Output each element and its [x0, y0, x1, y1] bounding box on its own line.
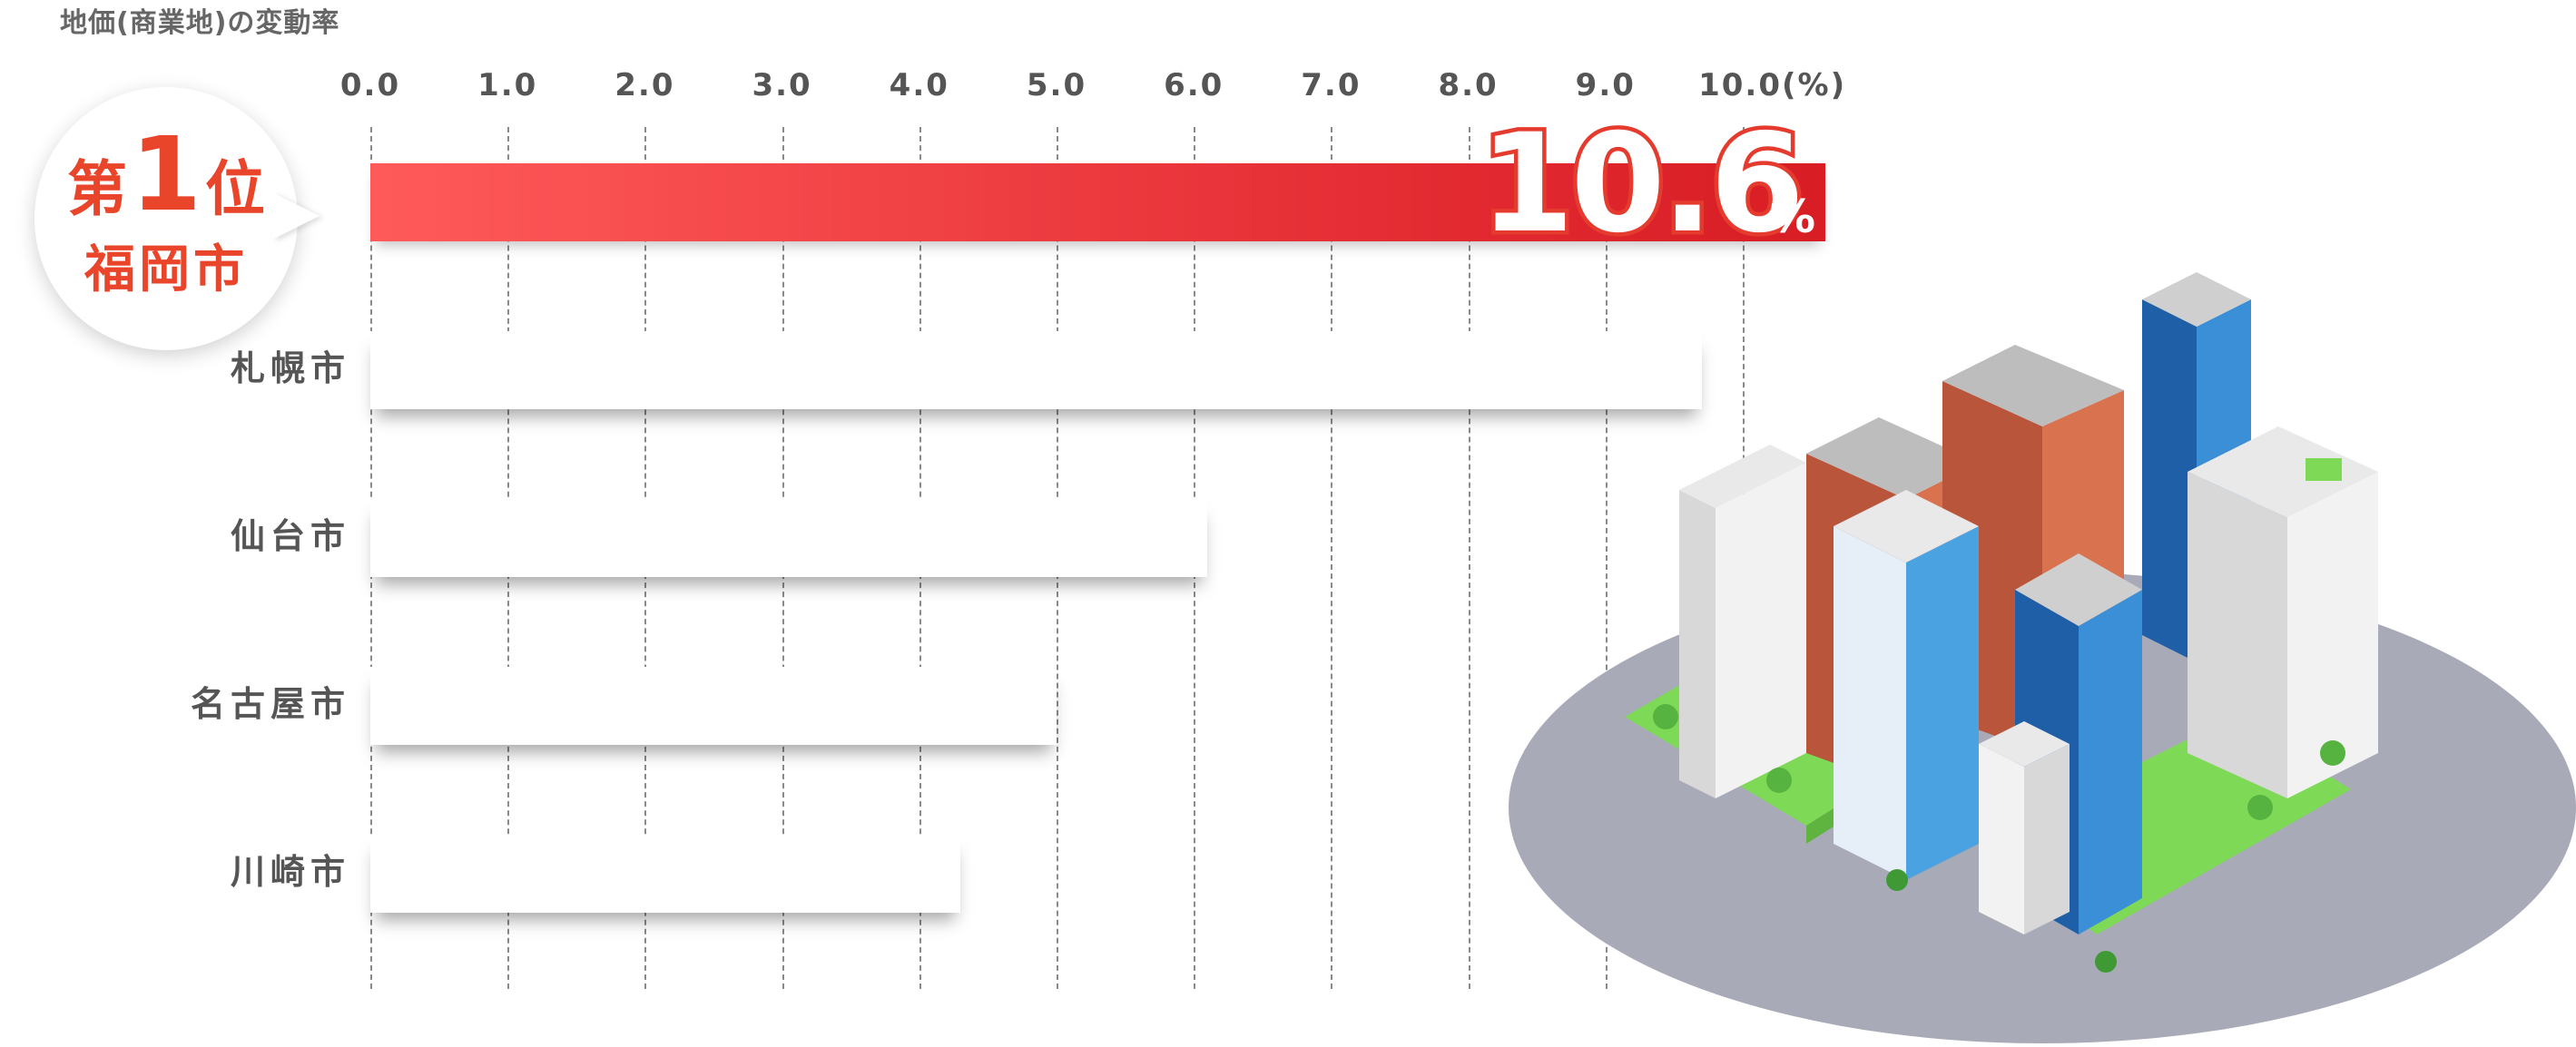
category-label: 名古屋市 — [190, 684, 350, 724]
chart-title: 地価(商業地)の変動率 — [60, 7, 340, 39]
rank-city: 福岡市 — [84, 240, 248, 299]
x-tick-label: 6.0 — [1164, 67, 1224, 103]
x-tick-label: 5.0 — [1026, 67, 1087, 103]
x-tick-label: 1.0 — [477, 67, 538, 103]
x-tick-label: 8.0 — [1438, 67, 1499, 103]
x-tick-label: 4.0 — [889, 67, 949, 103]
gridline — [1605, 127, 1608, 989]
bar-1 — [370, 163, 1825, 241]
rank-prefix: 第 — [67, 154, 128, 224]
rank-text: 第1位 — [34, 116, 298, 234]
gridline — [1331, 127, 1333, 989]
rank-badge — [34, 87, 298, 350]
category-label: 仙台市 — [230, 516, 350, 556]
rank-badge-pointer — [272, 192, 320, 240]
bar-2 — [370, 331, 1702, 409]
category-label: 川崎市 — [230, 852, 350, 892]
x-tick-label: 9.0 — [1575, 67, 1636, 103]
x-tick-label: 10.0(%) — [1698, 67, 1847, 103]
x-tick-label: 3.0 — [752, 67, 812, 103]
bar-5 — [370, 835, 961, 913]
category-label: 札幌市 — [230, 348, 350, 388]
bar-3 — [370, 499, 1208, 577]
x-tick-label: 7.0 — [1301, 67, 1362, 103]
bar-4 — [370, 667, 1057, 745]
rank-number: 1 — [131, 116, 202, 234]
city-buildings-illustration — [1509, 272, 2576, 1043]
gridline — [1468, 127, 1470, 989]
top-value-unit: % — [1770, 191, 1816, 243]
top-value-label: 10.6 — [1475, 105, 1808, 263]
x-tick-label: 2.0 — [615, 67, 675, 103]
rank-suffix: 位 — [204, 154, 265, 224]
x-tick-label: 0.0 — [339, 67, 401, 103]
